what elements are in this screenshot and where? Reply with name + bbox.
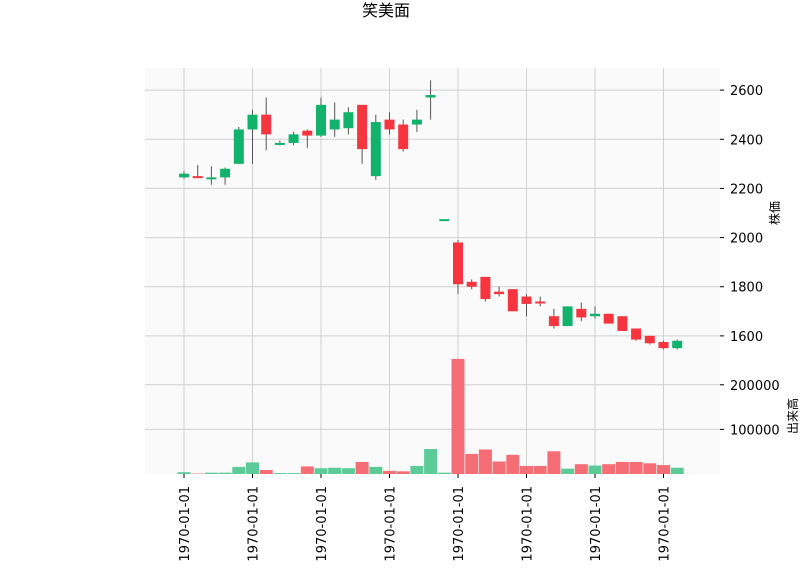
candle-body-down: [453, 242, 463, 285]
volume-bar: [383, 470, 396, 474]
volume-bar: [602, 464, 616, 474]
volume-bar: [314, 468, 328, 474]
price-tick-label: 2400: [730, 133, 763, 148]
candle-body-down: [302, 130, 313, 136]
x-tick-label: 1970-01-01: [315, 486, 330, 562]
candle-body-down: [631, 328, 642, 340]
volume-bar: [465, 453, 479, 474]
candle-body-down: [658, 342, 669, 349]
candle-body-down: [261, 114, 272, 135]
candle-body-up: [247, 114, 258, 130]
x-tick-label: 1970-01-01: [658, 486, 673, 562]
candle-body-up: [590, 313, 600, 317]
volume-tick-label: 100000: [730, 423, 780, 438]
volume-bar: [355, 461, 369, 474]
grid-lines: [145, 68, 720, 474]
volume-bar: [410, 465, 424, 474]
x-tick-label: 1970-01-01: [178, 486, 193, 562]
volume-bar: [520, 465, 533, 474]
candle-body-up: [439, 219, 450, 222]
volume-bar: [492, 461, 506, 474]
candle-body-up: [288, 134, 299, 143]
candle-body-down: [521, 296, 532, 304]
volume-axis-label: 出来高: [785, 398, 800, 434]
volume-bar: [561, 468, 575, 474]
x-tick-label: 1970-01-01: [247, 486, 262, 562]
candle-body-down: [384, 119, 395, 130]
candle-body-down: [617, 316, 628, 331]
candle-body-down: [548, 316, 559, 327]
candle-body-up: [343, 112, 354, 129]
x-tick-label: 1970-01-01: [384, 486, 399, 562]
candle-body-down: [480, 276, 491, 300]
x-tick-label: 1970-01-01: [521, 486, 536, 562]
candle-body-down: [603, 313, 614, 324]
candle-body-down: [535, 301, 546, 304]
candle-body-up: [562, 306, 573, 327]
price-tick-label: 1800: [730, 281, 763, 296]
chart-title: 笑美面: [362, 1, 410, 20]
price-tick-label: 2000: [730, 232, 763, 247]
candles-layer: [179, 80, 683, 350]
volume-bar: [246, 462, 259, 474]
volume-bar: [533, 465, 547, 474]
volume-bar: [588, 465, 602, 474]
price-tick-label: 1600: [730, 330, 763, 345]
volume-bar: [629, 461, 643, 474]
volume-bar: [259, 469, 273, 474]
volume-bar: [657, 465, 670, 474]
candle-body-up: [206, 177, 217, 180]
candle-body-up: [220, 168, 231, 178]
x-tick-label: 1970-01-01: [452, 486, 467, 562]
volume-tick-label: 200000: [730, 379, 780, 394]
candle-body-up: [672, 340, 683, 349]
candle-body-up: [316, 104, 326, 136]
volume-bar: [204, 472, 218, 474]
volume-bar: [287, 473, 301, 474]
candle-body-up: [233, 129, 244, 164]
volume-bars-layer: [177, 358, 684, 474]
volume-bar: [670, 467, 684, 474]
volume-bar: [574, 464, 588, 474]
candle-body-up: [274, 142, 285, 145]
volume-bar: [506, 454, 520, 474]
candle-body-down: [494, 291, 505, 295]
volume-bar: [437, 472, 451, 474]
volume-bar: [547, 451, 561, 474]
volume-bar: [328, 467, 342, 474]
candle-body-up: [411, 119, 422, 125]
volume-bar: [177, 472, 191, 474]
volume-bar: [273, 473, 287, 474]
volume-bar: [218, 472, 232, 474]
volume-bar: [643, 463, 657, 474]
price-panel-background: [145, 68, 720, 358]
candle-body-down: [398, 124, 409, 150]
volume-bar: [615, 461, 629, 474]
volume-bar: [232, 466, 246, 474]
price-axis-label: 株価: [767, 201, 782, 225]
candle-body-up: [329, 119, 340, 130]
candle-body-up: [425, 95, 436, 98]
volume-bar: [451, 358, 465, 474]
x-tick-label: 1970-01-01: [589, 486, 604, 562]
volume-bar: [396, 471, 410, 474]
volume-bar: [424, 449, 438, 474]
volume-bar: [369, 466, 383, 474]
volume-bar: [478, 449, 492, 474]
candle-body-down: [192, 176, 203, 179]
candle-body-up: [370, 122, 381, 177]
candle-body-down: [576, 308, 587, 318]
candle-body-down: [357, 104, 368, 150]
price-tick-label: 2600: [730, 84, 763, 99]
price-tick-label: 2200: [730, 182, 763, 197]
candle-body-down: [644, 335, 655, 344]
y-axis-ticks: 1600 1800 2000 2200 2400 2600 100000 200000: [720, 84, 780, 438]
candle-body-down: [466, 281, 477, 287]
volume-bar: [300, 466, 314, 474]
candle-body-up: [179, 173, 189, 178]
candle-body-down: [507, 289, 518, 312]
x-axis-ticks: 1970-01-01 1970-01-01 1970-01-01 1970-01-01…: [178, 474, 673, 562]
volume-bar: [341, 468, 355, 474]
